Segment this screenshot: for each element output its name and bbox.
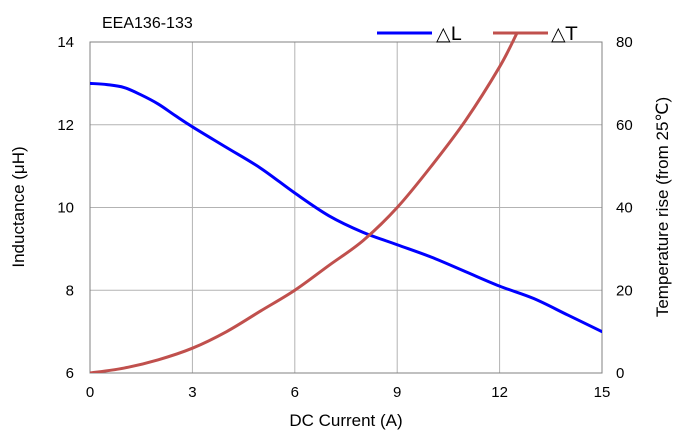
y-tick-label: 12 [57, 117, 74, 134]
x-tick-label: 6 [291, 384, 299, 401]
x-tick-label: 3 [188, 384, 196, 401]
y2-tick-label: 0 [616, 365, 624, 382]
y2-tick-label: 80 [616, 34, 633, 51]
plot-frame [89, 41, 603, 374]
y-axis-label: Inductance (μH) [9, 146, 28, 267]
legend-label-delta-t: △T [551, 23, 578, 45]
series-line-inductance [90, 81, 602, 334]
series-layer [90, 32, 602, 373]
y-tick-labels: 6 8 10 12 14 [57, 34, 74, 382]
y-tick-label: 8 [66, 282, 74, 299]
x-tick-label: 9 [393, 384, 401, 401]
y2-tick-label: 40 [616, 200, 633, 217]
y-tick-label: 6 [66, 365, 74, 382]
y2-tick-label: 20 [616, 282, 633, 299]
legend: △L △T [377, 23, 578, 45]
x-tick-label: 0 [86, 384, 94, 401]
x-tick-labels: 0 3 6 9 12 15 [86, 384, 611, 401]
y2-tick-label: 60 [616, 117, 633, 134]
x-tick-label: 15 [594, 384, 611, 401]
grid [90, 42, 602, 373]
legend-label-delta-l: △L [436, 23, 462, 45]
x-axis-label: DC Current (A) [289, 411, 402, 430]
y-tick-label: 10 [57, 200, 74, 217]
series-line-temperature [90, 32, 519, 373]
x-tick-label: 12 [491, 384, 508, 401]
y2-tick-labels: 0 20 40 60 80 [616, 34, 633, 382]
y2-axis-label: Temperature rise (from 25℃) [653, 97, 672, 317]
chart-title: EEA136-133 [102, 15, 193, 32]
y-tick-label: 14 [57, 34, 74, 51]
